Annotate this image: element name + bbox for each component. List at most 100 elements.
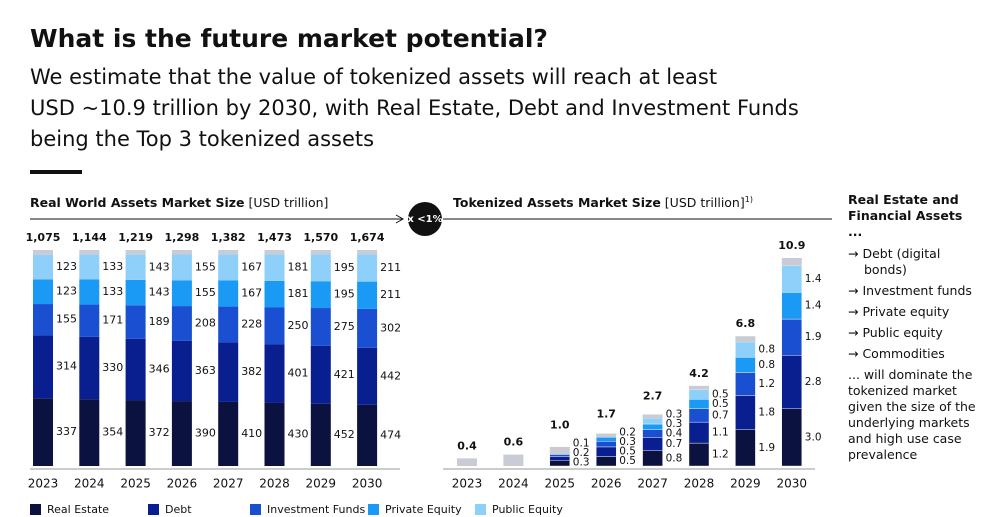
bar-segment	[33, 279, 53, 305]
bar-segment	[688, 421, 710, 444]
bar-segment	[125, 305, 146, 339]
arrow-head	[395, 214, 405, 224]
bar-segment	[264, 254, 285, 281]
value-label: 195	[334, 261, 355, 274]
value-label: 123	[56, 260, 77, 273]
total-label: 1,473	[257, 231, 292, 244]
subtitle-line: being the Top 3 tokenized assets	[30, 127, 375, 151]
value-label: 1.2	[758, 378, 775, 390]
side-panel: Real Estate and Financial Assets ... Deb…	[848, 192, 978, 463]
bar-segment	[781, 292, 802, 320]
bar-segment	[688, 399, 710, 409]
value-label: 0.3	[666, 409, 683, 421]
x-tick-label: 2027	[213, 477, 244, 491]
side-item: Investment funds	[848, 283, 978, 299]
value-label: 3.0	[805, 431, 822, 443]
value-label: 430	[288, 427, 309, 440]
bar-segment	[642, 418, 663, 425]
bar-segment	[549, 454, 570, 457]
total-label: 1,674	[350, 231, 385, 244]
bar-segment	[781, 265, 802, 293]
bar-segment	[171, 254, 192, 281]
bar-segment	[781, 355, 802, 409]
value-label: 0.5	[619, 455, 636, 467]
subtitle: We estimate that the value of tokenized …	[30, 62, 799, 155]
value-label: 0.8	[666, 452, 683, 464]
bar-segment	[781, 318, 802, 356]
x-tick-label: 2030	[352, 477, 383, 491]
bar-remainder	[171, 250, 192, 255]
x-tick-label: 2028	[684, 477, 715, 491]
x-tick-label: 2025	[120, 477, 151, 491]
value-label: 0.4	[666, 428, 683, 440]
x-tick-label: 2030	[777, 477, 808, 491]
bar-segment	[549, 456, 570, 461]
bar-segment	[79, 304, 100, 337]
total-label: 1,075	[26, 231, 61, 244]
value-label: 155	[56, 313, 77, 326]
bar-segment	[642, 429, 663, 438]
side-item: Private equity	[848, 304, 978, 320]
x-tick-label: 2029	[730, 477, 761, 491]
value-label: 1.8	[758, 407, 775, 419]
chart-heading: Tokenized Assets Market Size [USD trilli…	[453, 195, 753, 210]
bar-remainder	[503, 454, 524, 466]
value-label: 133	[102, 260, 123, 273]
chart-unit: [USD trillion]	[665, 195, 745, 210]
bar-segment	[125, 338, 146, 401]
x-tick-label: 2023	[28, 477, 59, 491]
total-label: 0.6	[504, 436, 524, 449]
chart-title: Tokenized Assets Market Size	[453, 195, 661, 210]
x-tick-label: 2029	[306, 477, 337, 491]
bar-segment	[310, 345, 331, 404]
value-label: 171	[102, 314, 123, 327]
bar-segment	[79, 254, 100, 280]
x-tick-label: 2024	[74, 477, 105, 491]
bar-segment	[171, 280, 192, 307]
bar-remainder	[79, 250, 100, 255]
value-label: 442	[380, 369, 401, 382]
bar-segment	[218, 401, 239, 466]
bar-remainder	[549, 446, 570, 455]
chart-unit: [USD trillion]	[249, 195, 329, 210]
bar-segment	[310, 281, 331, 309]
total-label: 1,219	[118, 231, 153, 244]
bar-segment	[735, 357, 756, 373]
value-label: 410	[241, 427, 262, 440]
bar-segment	[33, 254, 53, 280]
value-label: 382	[241, 365, 262, 378]
bar-segment	[735, 372, 756, 396]
total-label: 6.8	[736, 317, 756, 330]
bar-segment	[596, 440, 617, 448]
bar-segment	[171, 306, 192, 341]
value-label: 0.8	[758, 344, 775, 356]
value-label: 167	[241, 287, 262, 300]
x-tick-label: 2024	[498, 477, 529, 491]
bar-segment	[688, 408, 710, 423]
footnote: 1)	[745, 195, 753, 204]
bar-remainder	[264, 250, 285, 255]
value-label: 2.8	[805, 376, 822, 388]
x-tick-label: 2025	[545, 477, 576, 491]
bar-remainder	[781, 258, 802, 266]
value-label: 211	[380, 261, 401, 274]
chart-title: Real World Assets Market Size	[30, 195, 245, 210]
value-label: 0.3	[619, 436, 636, 448]
bar-remainder	[125, 250, 146, 255]
bar-remainder	[596, 433, 617, 438]
value-label: 0.8	[758, 359, 775, 371]
x-tick-label: 2026	[167, 477, 198, 491]
x-tick-label: 2028	[259, 477, 290, 491]
x-tick-label: 2027	[637, 477, 668, 491]
value-label: 123	[56, 285, 77, 298]
value-label: 302	[380, 321, 401, 334]
bar-segment	[33, 398, 53, 466]
value-label: 1.4	[805, 300, 822, 312]
multiplier-badge	[408, 202, 442, 236]
total-label: 1,382	[211, 231, 246, 244]
bar-segment	[735, 395, 756, 430]
total-label: 2.7	[643, 390, 663, 403]
side-item: Debt (digital bonds)	[848, 246, 978, 278]
bar-remainder	[735, 336, 756, 342]
